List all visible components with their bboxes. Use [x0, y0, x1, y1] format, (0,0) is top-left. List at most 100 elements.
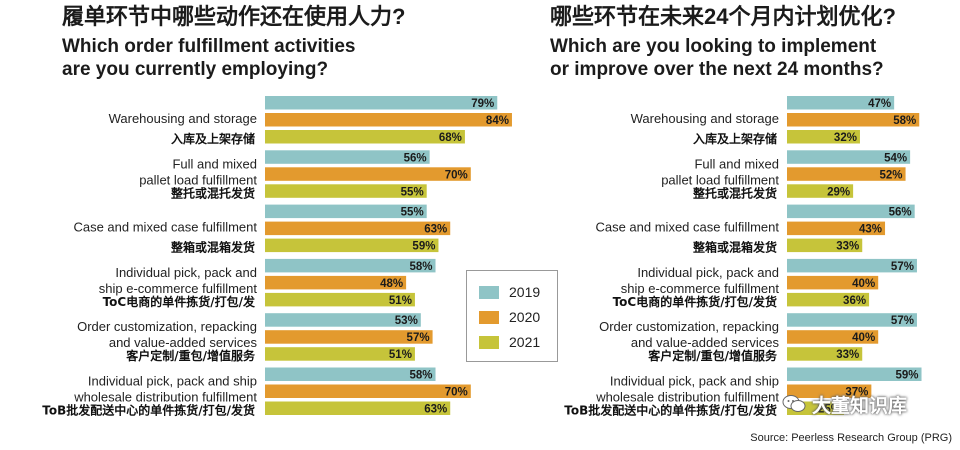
- data-label-p2-c3-2020: 43%: [859, 224, 882, 236]
- data-label-p1-c5-2019: 53%: [395, 315, 418, 327]
- category-label-zh-p1-c6: ToB批发配送中心的单件拣货/打包/发货: [42, 403, 255, 418]
- legend-item-2020: 2020: [479, 309, 540, 325]
- category-label-zh-p2-c6: ToB批发配送中心的单件拣货/打包/发货: [564, 403, 777, 418]
- data-label-p1-c4-2021: 51%: [389, 295, 412, 307]
- bar-p1-c5-2019: [265, 313, 421, 327]
- category-label-p2-c3-line1: Case and mixed case fulfillment: [595, 220, 779, 235]
- data-label-p2-c6-2019: 59%: [895, 370, 918, 382]
- legend: 2019 2020 2021: [466, 270, 558, 362]
- data-label-p1-c1-2019: 79%: [471, 98, 494, 110]
- data-label-p2-c2-2021: 29%: [827, 186, 850, 198]
- data-label-p1-c1-2021: 68%: [439, 132, 462, 144]
- data-label-p1-c2-2019: 56%: [404, 152, 427, 164]
- data-label-p2-c3-2021: 33%: [836, 241, 859, 253]
- bar-p2-c3-2020: [787, 221, 886, 236]
- category-label-zh-p1-c1: 入库及上架存储: [171, 131, 255, 146]
- legend-swatch-2020: [479, 310, 499, 324]
- data-label-p2-c1-2019: 47%: [868, 98, 891, 110]
- source-note: Source: Peerless Research Group (PRG): [750, 432, 952, 444]
- data-label-p1-c2-2021: 55%: [401, 186, 424, 198]
- bar-p1-c3-2020: [265, 221, 451, 236]
- legend-label-2019: 2019: [509, 284, 541, 300]
- category-label-zh-p1-c3: 整箱或混箱发货: [170, 240, 255, 255]
- bar-p1-c3-2021: [265, 238, 439, 253]
- category-label-p1-c2-line2: pallet load fulfillment: [139, 172, 257, 187]
- category-label-zh-p1-c5: 客户定制/重包/增值服务: [125, 348, 256, 363]
- data-label-p2-c4-2019: 57%: [891, 261, 914, 273]
- right-title-en-line1: Which are you looking to implement: [550, 36, 877, 57]
- data-label-p1-c3-2021: 59%: [412, 241, 435, 253]
- bar-p1-c1-2020: [265, 113, 512, 127]
- data-label-p2-c4-2020: 40%: [852, 278, 875, 290]
- category-label-p1-c5-line2: and value-added services: [109, 335, 258, 350]
- legend-label-2021: 2021: [509, 334, 541, 350]
- category-label-p1-c4-line1: Individual pick, pack and: [115, 265, 257, 280]
- data-label-p2-c4-2021: 36%: [843, 295, 866, 307]
- bar-p2-c4-2020: [787, 275, 879, 290]
- data-label-p1-c6-2020: 70%: [445, 387, 468, 399]
- bar-p1-c6-2020: [265, 384, 471, 398]
- category-label-p1-c6-line2: wholesale distribution fulfillment: [73, 390, 257, 405]
- bar-p1-c2-2021: [265, 184, 427, 198]
- bar-p2-c2-2019: [787, 150, 911, 164]
- category-label-p2-c1-line1: Warehousing and storage: [631, 111, 779, 126]
- data-label-p1-c6-2021: 63%: [424, 404, 447, 416]
- category-label-zh-p1-c2: 整托或混托发货: [170, 185, 255, 200]
- left-title-en-line1: Which order fulfillment activities: [62, 36, 356, 57]
- bar-p1-c6-2019: [265, 367, 436, 381]
- wechat-icon: [782, 395, 806, 412]
- bar-p1-c1-2021: [265, 130, 465, 144]
- bar-p2-c6-2019: [787, 367, 922, 381]
- bar-p1-c4-2019: [265, 258, 436, 273]
- bar-p1-c2-2020: [265, 167, 471, 181]
- data-label-p2-c5-2021: 33%: [836, 349, 859, 361]
- legend-item-2021: 2021: [479, 334, 540, 350]
- left-title-en-line2: are you currently employing?: [62, 59, 329, 80]
- bar-p1-c6-2021: [265, 401, 451, 415]
- right-title-en-line2: or improve over the next 24 months?: [550, 59, 884, 80]
- bar-p2-c2-2021: [787, 184, 854, 198]
- legend-label-2020: 2020: [509, 309, 541, 325]
- bar-p2-c2-2020: [787, 167, 906, 181]
- data-label-p1-c5-2020: 57%: [407, 332, 430, 344]
- bar-p1-c5-2020: [265, 330, 433, 344]
- watermark-text: 大董知识库: [812, 395, 908, 417]
- right-title-zh: 哪些环节在未来24个月内计划优化?: [550, 4, 896, 29]
- category-label-p1-c3-line1: Case and mixed case fulfillment: [73, 220, 257, 235]
- category-label-p2-c5-line2: and value-added services: [631, 335, 780, 350]
- data-label-p1-c4-2019: 58%: [409, 261, 432, 273]
- bar-p1-c3-2019: [265, 204, 427, 219]
- data-label-p1-c6-2019: 58%: [409, 370, 432, 382]
- left-title-zh: 履单环节中哪些动作还在使用人力?: [62, 4, 406, 29]
- data-label-p2-c5-2019: 57%: [891, 315, 914, 327]
- category-label-p2-c6-line1: Individual pick, pack and ship: [610, 374, 779, 389]
- data-label-p2-c2-2019: 54%: [884, 152, 907, 164]
- data-label-p1-c4-2020: 48%: [380, 278, 403, 290]
- data-label-p1-c3-2019: 55%: [401, 207, 424, 219]
- bar-p1-c5-2021: [265, 347, 415, 361]
- bar-p1-c2-2019: [265, 150, 430, 164]
- data-label-p2-c3-2019: 56%: [889, 207, 912, 219]
- bar-p2-c1-2021: [787, 130, 860, 144]
- data-label-p2-c1-2020: 58%: [893, 115, 916, 127]
- category-label-p1-c6-line1: Individual pick, pack and ship: [88, 374, 257, 389]
- bar-p2-c5-2021: [787, 347, 863, 361]
- bar-p2-c1-2019: [787, 96, 895, 110]
- bar-p2-c3-2019: [787, 204, 915, 219]
- watermark: 大董知识库: [782, 390, 958, 418]
- data-label-p2-c6-2020: 37%: [845, 387, 868, 399]
- bar-p1-c1-2019: [265, 96, 498, 110]
- legend-item-2019: 2019: [479, 284, 540, 300]
- data-label-p2-c6-2021: 25%: [818, 404, 841, 416]
- category-label-p2-c2-line2: pallet load fulfillment: [661, 172, 779, 187]
- category-label-p1-c1-line1: Warehousing and storage: [109, 111, 257, 126]
- bar-p2-c1-2020: [787, 113, 920, 127]
- bar-p2-c6-2020: [787, 384, 872, 398]
- legend-swatch-2019: [479, 285, 499, 299]
- category-label-zh-p2-c3: 整箱或混箱发货: [692, 240, 777, 255]
- data-label-p1-c5-2021: 51%: [389, 349, 412, 361]
- category-label-p2-c2-line1: Full and mixed: [694, 156, 779, 171]
- bar-p2-c3-2021: [787, 238, 863, 253]
- bar-p2-c5-2019: [787, 313, 917, 327]
